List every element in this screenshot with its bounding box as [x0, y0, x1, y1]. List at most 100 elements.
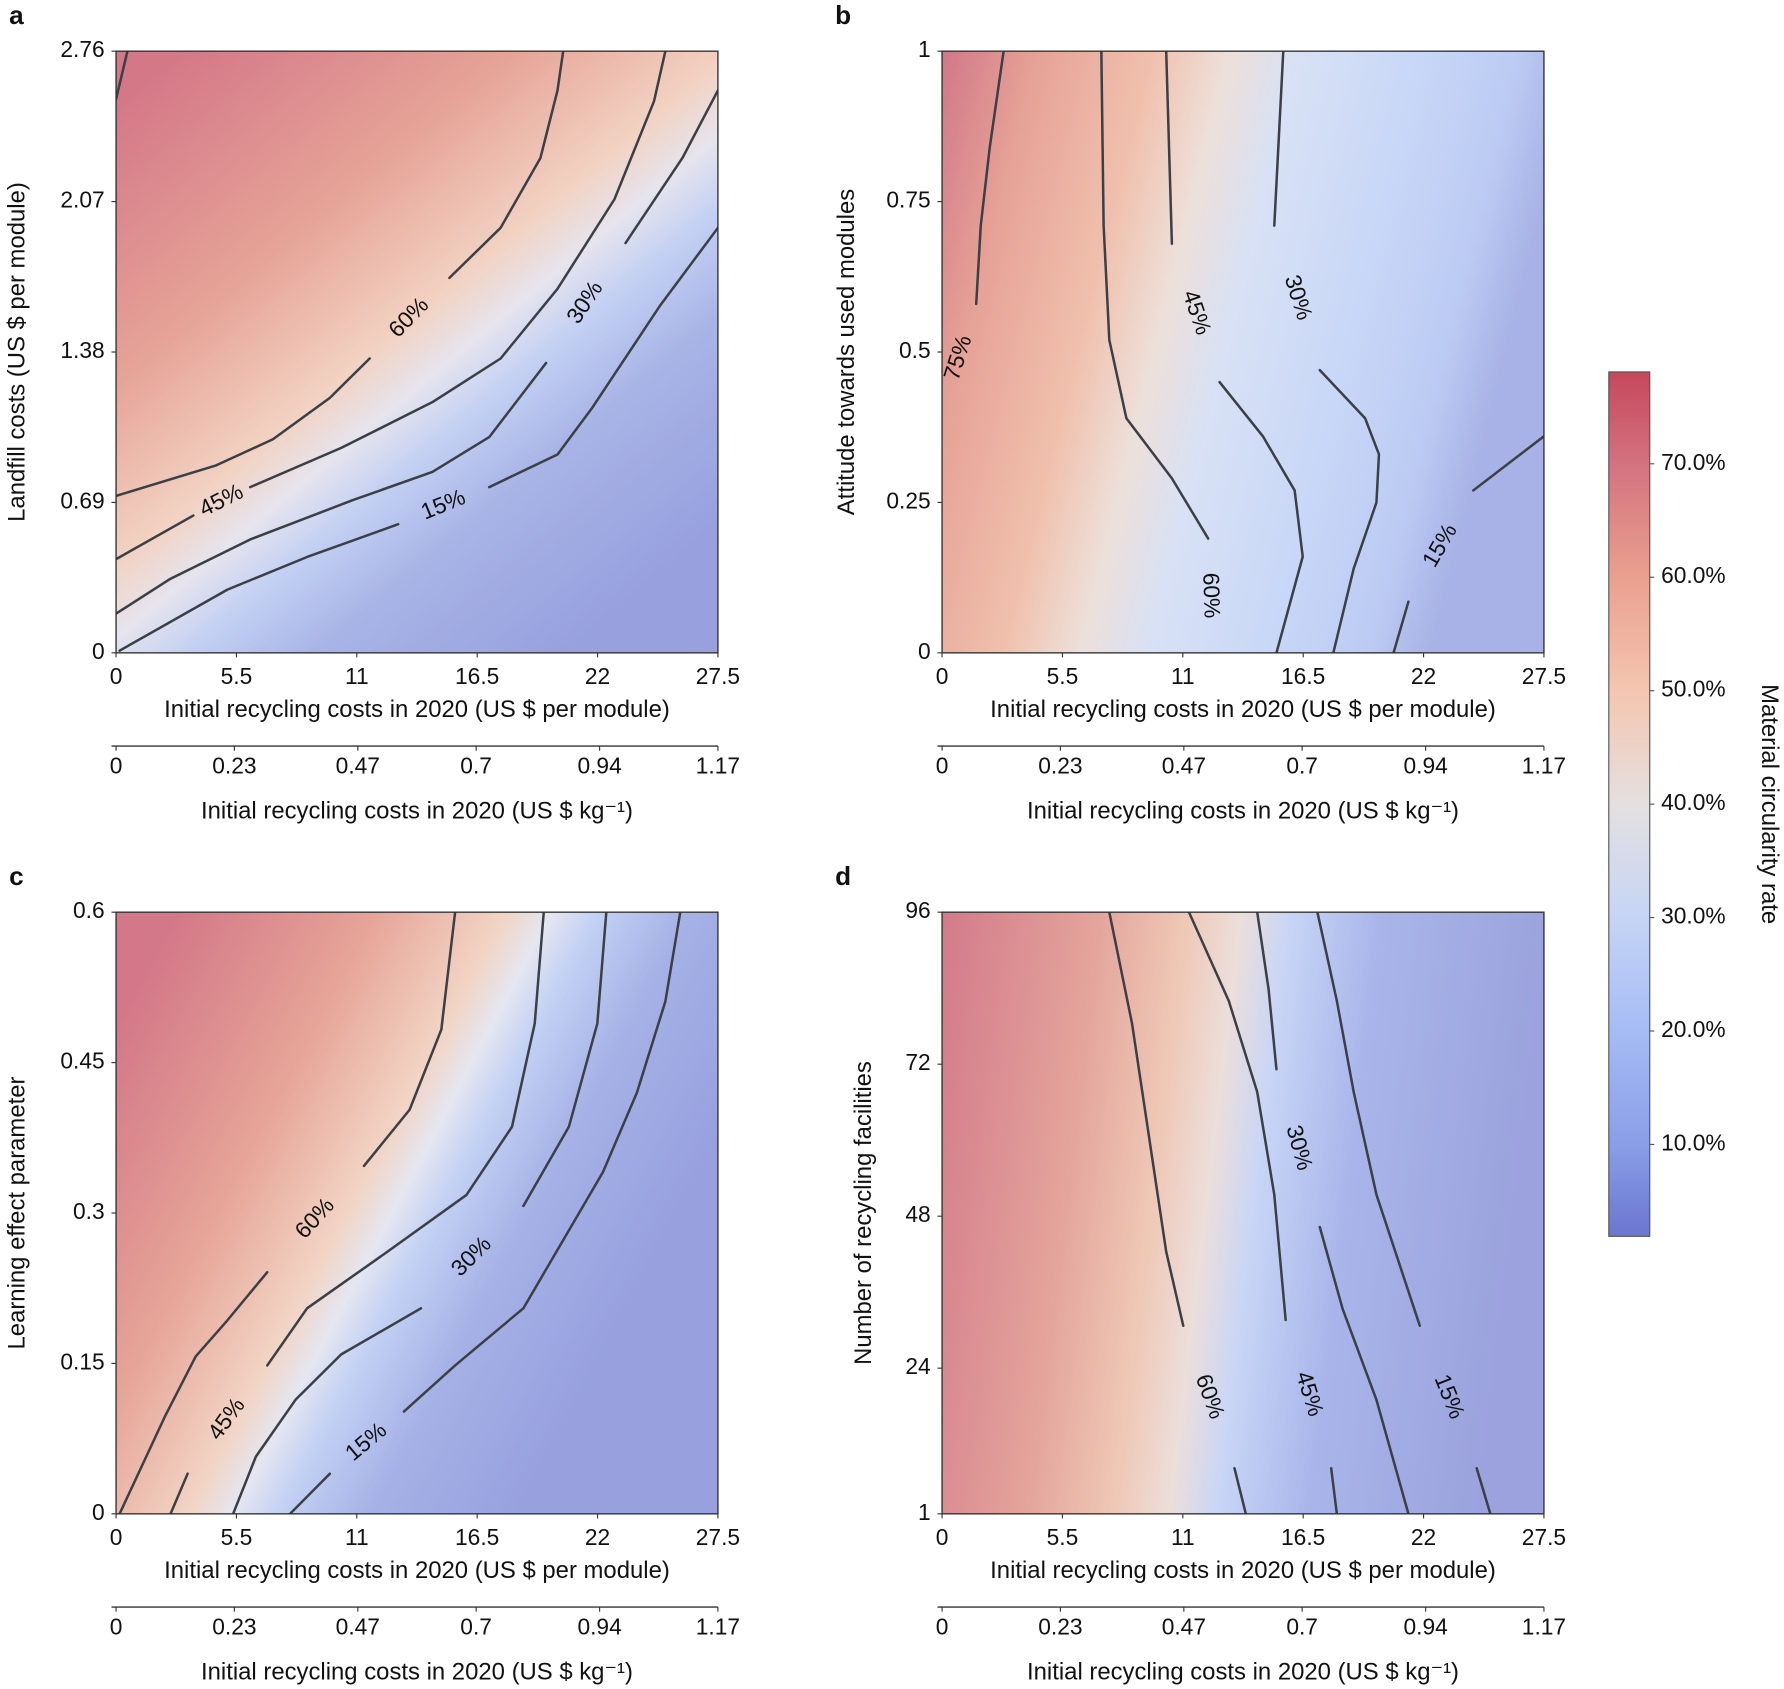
heatmap-background	[116, 51, 718, 653]
contour-label: 60%	[1198, 572, 1225, 618]
contour-line	[169, 912, 545, 1514]
x-tick-label: 27.5	[1522, 663, 1566, 689]
x2-tick-label: 0.94	[1403, 753, 1447, 779]
heatmap-background	[942, 912, 1544, 1514]
x-tick-label: 5.5	[1047, 663, 1079, 689]
contour-line	[116, 51, 565, 498]
x-tick-label: 0	[110, 1524, 123, 1550]
colorbar-scale	[1608, 371, 1651, 1237]
contour-line	[116, 51, 667, 561]
x2-tick-label: 0	[110, 753, 123, 779]
x-tick-label: 11	[345, 1524, 369, 1550]
y-tick-label: 0.15	[60, 1348, 104, 1374]
x-tick-label: 0	[936, 1524, 949, 1550]
contour-line	[231, 912, 608, 1514]
contour-line	[116, 51, 129, 101]
x-tick-label: 22	[1411, 1524, 1436, 1550]
y-tick-label: 0.6	[73, 897, 105, 923]
x2-axis-label: Initial recycling costs in 2020 (US $ kg…	[1027, 797, 1459, 824]
contour-line	[1164, 51, 1304, 653]
x2-tick-label: 0	[110, 1614, 123, 1640]
x2-tick-label: 0.7	[1286, 1614, 1318, 1640]
y-axis-label: Landfill costs (US $ per module)	[4, 182, 31, 522]
panel-letter: c	[9, 861, 24, 891]
x2-tick-label: 0.7	[460, 1614, 492, 1640]
plot-frame	[941, 911, 1545, 1515]
x2-tick-label: 1.17	[1522, 1614, 1566, 1640]
x-tick-label: 22	[585, 1524, 610, 1550]
x2-tick-label: 0.23	[1038, 1614, 1082, 1640]
colorbar-tick-label: 60.0%	[1661, 562, 1726, 588]
x2-tick-label: 0.94	[577, 753, 621, 779]
heatmap-background	[116, 912, 718, 1514]
panel-letter: d	[835, 861, 851, 891]
x-tick-label: 22	[585, 663, 610, 689]
y-tick-label: 0.3	[73, 1198, 105, 1224]
x-axis-label: Initial recycling costs in 2020 (US $ pe…	[164, 696, 670, 723]
x-tick-label: 27.5	[1522, 1524, 1566, 1550]
x-tick-label: 0	[936, 663, 949, 689]
contour-line	[118, 226, 718, 652]
x-tick-label: 5.5	[1047, 1524, 1079, 1550]
y-tick-label: 72	[905, 1049, 930, 1075]
y-axis-label: Number of recycling facilities	[850, 1061, 877, 1365]
panel-letter: b	[835, 0, 851, 30]
y-axis-label: Attitude towards used modules	[833, 189, 860, 515]
x2-tick-label: 0.94	[577, 1614, 621, 1640]
x2-tick-label: 1.17	[1522, 753, 1566, 779]
y-tick-label: 0.25	[886, 487, 930, 513]
x2-tick-label: 0.47	[1162, 1614, 1206, 1640]
x-tick-label: 16.5	[455, 1524, 499, 1550]
contour-line	[1392, 435, 1544, 653]
x-axis-label: Initial recycling costs in 2020 (US $ pe…	[164, 1557, 670, 1584]
colorbar-title: Material circularity rate	[1756, 684, 1783, 924]
x2-tick-label: 0.23	[1038, 753, 1082, 779]
x-tick-label: 16.5	[455, 663, 499, 689]
x2-tick-label: 0.47	[336, 753, 380, 779]
y-tick-label: 48	[905, 1201, 930, 1227]
x2-tick-label: 0	[936, 753, 949, 779]
contour-line	[288, 912, 682, 1514]
y-tick-label: 0	[918, 638, 931, 664]
x-axis-label: Initial recycling costs in 2020 (US $ pe…	[990, 1557, 1496, 1584]
x-tick-label: 5.5	[221, 663, 253, 689]
x2-tick-label: 0	[936, 1614, 949, 1640]
y-tick-label: 0.69	[60, 487, 104, 513]
y-tick-label: 1.38	[60, 337, 104, 363]
x2-tick-label: 0.23	[212, 753, 256, 779]
x-tick-label: 11	[1171, 663, 1195, 689]
x2-tick-label: 0.7	[460, 753, 492, 779]
x-tick-label: 22	[1411, 663, 1436, 689]
contour-line	[1255, 912, 1410, 1514]
x-tick-label: 16.5	[1281, 1524, 1325, 1550]
colorbar: 10.0% 20.0% 30.0% 40.0% 50.0% 60.0% 70.0% Mater…	[1608, 371, 1783, 1237]
x2-tick-label: 0.7	[1286, 753, 1318, 779]
y-tick-label: 1	[918, 1499, 931, 1525]
x-tick-label: 16.5	[1281, 663, 1325, 689]
x-tick-label: 0	[110, 663, 123, 689]
colorbar-tick-label: 50.0%	[1661, 676, 1726, 702]
y-tick-label: 2.07	[60, 187, 104, 213]
contour-line	[1316, 912, 1492, 1514]
x-axis-label: Initial recycling costs in 2020 (US $ pe…	[990, 696, 1496, 723]
x2-axis-label: Initial recycling costs in 2020 (US $ kg…	[201, 797, 633, 824]
x2-tick-label: 0.47	[1162, 753, 1206, 779]
x2-axis-label: Initial recycling costs in 2020 (US $ kg…	[1027, 1658, 1459, 1685]
heatmap-background	[942, 51, 1544, 653]
x-tick-label: 5.5	[221, 1524, 253, 1550]
colorbar-tick-label: 10.0%	[1661, 1129, 1726, 1155]
x-tick-label: 27.5	[696, 663, 740, 689]
x2-tick-label: 0.47	[336, 1614, 380, 1640]
y-tick-label: 24	[905, 1353, 930, 1379]
x2-tick-label: 0.94	[1403, 1614, 1447, 1640]
colorbar-tick-label: 40.0%	[1661, 789, 1726, 815]
y-tick-label: 96	[905, 897, 930, 923]
y-tick-label: 0	[92, 638, 105, 664]
colorbar-tick-label: 30.0%	[1661, 903, 1726, 929]
x-tick-label: 27.5	[696, 1524, 740, 1550]
x2-tick-label: 0.23	[212, 1614, 256, 1640]
x2-tick-label: 1.17	[696, 1614, 740, 1640]
